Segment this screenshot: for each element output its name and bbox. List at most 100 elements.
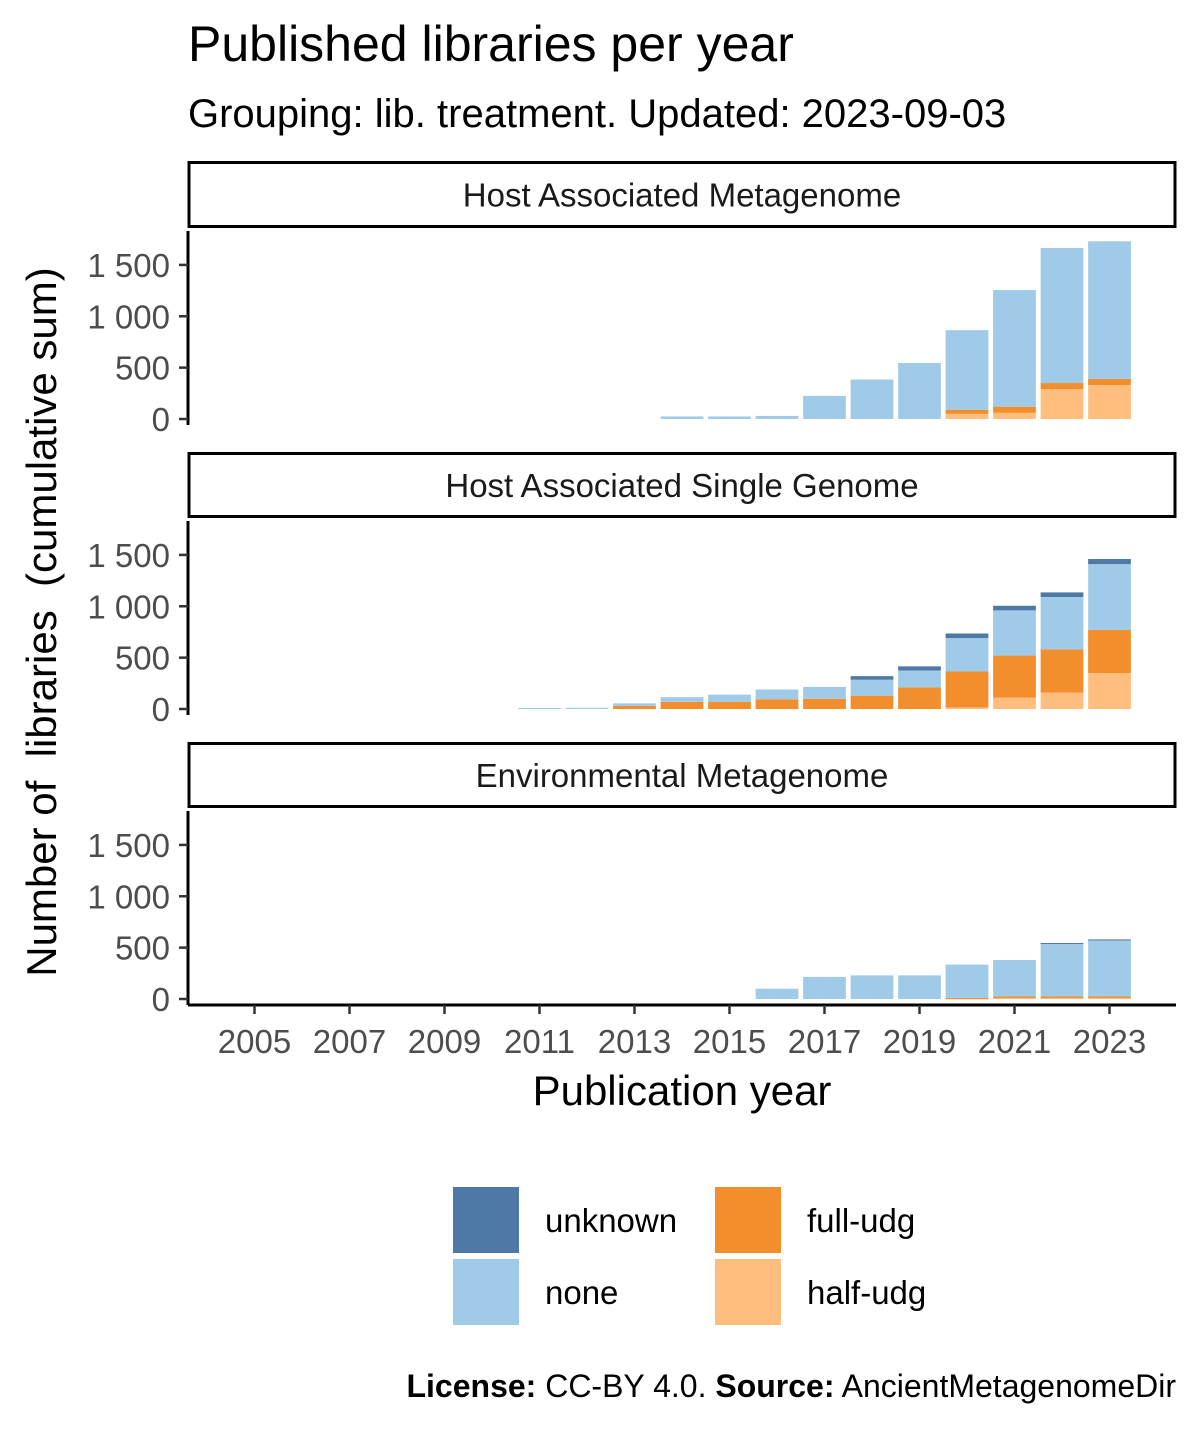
- facet-strip: [187, 742, 1177, 808]
- legend-key-half-udg: [715, 1259, 781, 1325]
- source-label: Source:: [715, 1368, 835, 1404]
- bar-none-2018: [850, 379, 894, 419]
- y-tick-label: 1 000: [87, 588, 170, 625]
- bar-full-udg-2021: [993, 655, 1036, 698]
- bar-half-udg-2022: [1040, 997, 1084, 999]
- bar-none-2015: [708, 416, 751, 419]
- bar-none-2017: [803, 686, 846, 699]
- y-axis-label: Number of libraries (cumulative sum): [18, 267, 65, 977]
- bar-none-2021: [993, 290, 1036, 407]
- y-tick-label: 0: [152, 691, 170, 728]
- legend-label: unknown: [545, 1202, 677, 1239]
- bar-none-2021: [993, 610, 1036, 656]
- bar-full-udg-2020: [945, 671, 989, 708]
- x-tick-label: 2009: [408, 1023, 481, 1060]
- x-tick-label: 2021: [978, 1023, 1051, 1060]
- bar-half-udg-2023: [1088, 673, 1131, 709]
- license-label: License:: [406, 1368, 537, 1404]
- bar-full-udg-2021: [993, 996, 1036, 998]
- legend-label: full-udg: [807, 1202, 915, 1239]
- y-tick-label: 500: [115, 640, 170, 677]
- y-tick-label: 500: [115, 350, 170, 387]
- bar-none-2017: [803, 395, 846, 419]
- bar-full-udg-2020: [945, 409, 989, 414]
- chart-subtitle: Grouping: lib. treatment. Updated: 2023-…: [188, 92, 1006, 136]
- x-tick-label: 2011: [504, 1023, 575, 1060]
- y-tick-label: 1 500: [87, 827, 170, 864]
- bar-full-udg-2020: [945, 997, 989, 999]
- bar-half-udg-2021: [993, 997, 1036, 999]
- bar-unknown-2021: [993, 605, 1036, 611]
- bar-none-2019: [898, 363, 941, 419]
- bar-none-2019: [898, 975, 941, 999]
- x-tick-label: 2023: [1073, 1023, 1146, 1060]
- facet-strip-label: Environmental Metagenome: [476, 757, 889, 794]
- bar-full-udg-2016: [755, 699, 799, 709]
- bar-full-udg-2022: [1040, 383, 1084, 390]
- legend-label: half-udg: [807, 1274, 926, 1311]
- bar-none-2018: [850, 679, 894, 696]
- bar-unknown-2020: [945, 633, 989, 639]
- legend-key-none: [453, 1259, 519, 1325]
- legend-key-unknown: [453, 1187, 519, 1253]
- bar-none-2016: [755, 415, 799, 419]
- bar-half-udg-2023: [1088, 997, 1131, 999]
- bar-half-udg-2023: [1088, 385, 1131, 419]
- bar-none-2015: [708, 694, 751, 702]
- bar-full-udg-2018: [850, 695, 894, 709]
- bar-half-udg-2021: [993, 412, 1036, 419]
- chart-title: Published libraries per year: [188, 16, 794, 72]
- x-tick-label: 2015: [693, 1023, 766, 1060]
- bar-full-udg-2014: [660, 701, 704, 709]
- bar-none-2014: [660, 416, 704, 419]
- x-tick-label: 2017: [788, 1023, 861, 1060]
- y-tick-label: 1 000: [87, 878, 170, 915]
- bar-none-2023: [1088, 564, 1131, 630]
- bar-full-udg-2023: [1088, 996, 1131, 998]
- bar-unknown-2018: [850, 676, 894, 680]
- x-axis-label: Publication year: [533, 1067, 832, 1114]
- bar-none-2022: [1040, 943, 1084, 997]
- x-tick-label: 2019: [883, 1023, 956, 1060]
- bar-none-2011: [518, 707, 561, 709]
- bar-none-2019: [898, 670, 941, 688]
- bar-half-udg-2021: [993, 697, 1036, 709]
- bar-none-2023: [1088, 241, 1131, 379]
- facet-strip: [187, 452, 1177, 518]
- y-tick-label: 0: [152, 401, 170, 438]
- bar-full-udg-2015: [708, 701, 751, 709]
- panel-host-associated-metagenome: Host Associated Metagenome 0 500 1 000 1 500: [87, 161, 1177, 438]
- bar-none-2020: [945, 638, 989, 672]
- panel-host-associated-single-genome: Host Associated Single Genome 0 500 1 000 1 …: [87, 452, 1177, 728]
- bar-unknown-2023: [1088, 559, 1131, 565]
- bar-none-2023: [1088, 939, 1131, 997]
- y-tick-label: 1 500: [87, 537, 170, 574]
- license-value: CC-BY 4.0.: [536, 1368, 716, 1404]
- x-axis: 2005 2007 2009 2011 2013 2015 2017 2019 2021 2023: [218, 1005, 1146, 1060]
- bar-none-2017: [803, 976, 846, 999]
- bar-none-2020: [945, 330, 989, 410]
- bar-full-udg-2023: [1088, 378, 1131, 386]
- bar-none-2016: [755, 689, 799, 700]
- bar-none-2022: [1040, 597, 1084, 650]
- bar-half-udg-2022: [1040, 692, 1084, 709]
- facet-strip: [187, 161, 1177, 228]
- bar-unknown-2022: [1040, 592, 1084, 598]
- bar-none-2022: [1040, 247, 1084, 384]
- legend-label: none: [545, 1274, 618, 1311]
- source-value: AncientMetagenomeDir: [834, 1368, 1176, 1404]
- facet-strip-label: Host Associated Single Genome: [445, 467, 918, 504]
- bar-half-udg-2020: [945, 707, 989, 709]
- bar-full-udg-2021: [993, 406, 1036, 413]
- bar-unknown-2022: [1040, 943, 1084, 945]
- y-tick-label: 1 000: [87, 298, 170, 335]
- bar-full-udg-2022: [1040, 649, 1084, 693]
- x-tick-label: 2007: [313, 1023, 386, 1060]
- bar-half-udg-2022: [1040, 389, 1084, 419]
- legend-key-full-udg: [715, 1187, 781, 1253]
- bar-full-udg-2023: [1088, 629, 1131, 674]
- bar-none-2021: [993, 959, 1036, 997]
- bar-none-2020: [945, 964, 989, 998]
- y-tick-label: 0: [152, 981, 170, 1018]
